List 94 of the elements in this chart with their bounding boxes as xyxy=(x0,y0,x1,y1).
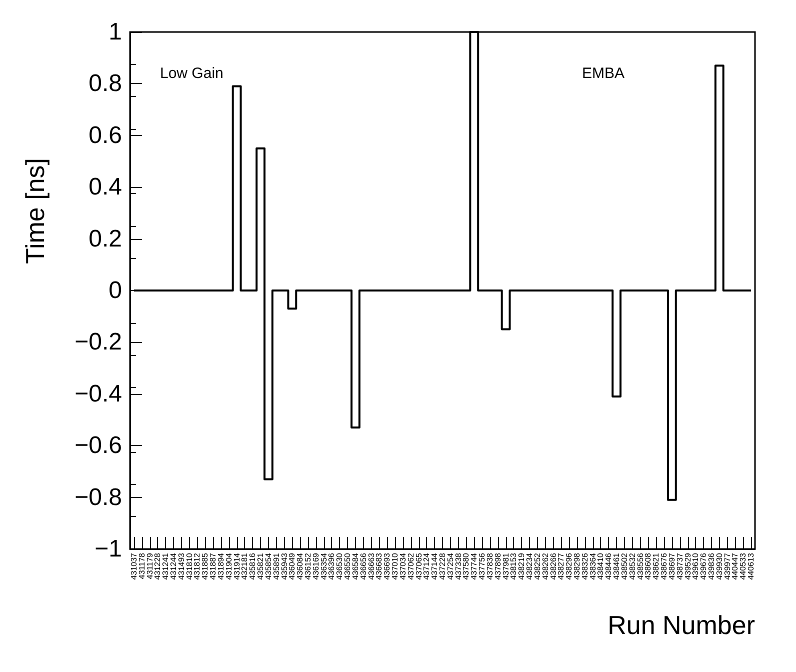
x-tick-label: 436656 xyxy=(358,552,368,580)
x-tick-label: 436049 xyxy=(288,552,297,580)
x-tick-label: 431178 xyxy=(137,552,146,580)
x-tick-label: 431241 xyxy=(161,552,170,580)
y-tick-label: 0 xyxy=(108,277,122,304)
annotation: EMBA xyxy=(582,65,625,82)
x-tick-label: 438153 xyxy=(509,552,518,580)
x-tick-label: 436396 xyxy=(327,552,336,580)
x-axis-title: Run Number xyxy=(608,610,756,640)
annotation: Low Gain xyxy=(160,65,224,82)
x-tick-label: 438234 xyxy=(525,552,534,580)
x-tick-label: 436584 xyxy=(350,552,360,580)
x-tick-label: 438326 xyxy=(580,552,590,580)
x-tick-label: 437338 xyxy=(454,552,463,580)
y-axis-title: Time [ns] xyxy=(20,158,50,264)
x-tick-label: 431812 xyxy=(192,552,202,580)
x-tick-label: 437981 xyxy=(501,552,510,580)
x-tick-label: 436169 xyxy=(311,552,320,580)
x-tick-label: 438296 xyxy=(564,552,574,580)
x-tick-label: 436663 xyxy=(366,552,376,580)
x-tick-label: 431037 xyxy=(129,552,138,580)
x-tick-label: 438621 xyxy=(652,552,661,580)
x-tick-label: 431894 xyxy=(216,552,226,580)
x-tick-label: 437034 xyxy=(398,552,408,580)
x-tick-label: 438364 xyxy=(588,552,598,580)
x-tick-label: 439836 xyxy=(706,552,716,580)
x-tick-label: 438461 xyxy=(612,552,622,580)
x-tick-label: 437756 xyxy=(478,552,487,580)
x-tick-label: 440533 xyxy=(738,552,748,580)
x-tick-label: 431810 xyxy=(184,552,194,580)
x-tick-label: 437065 xyxy=(414,552,424,580)
x-tick-label: 437744 xyxy=(470,552,479,580)
x-tick-label: 436683 xyxy=(374,552,384,580)
x-tick-label: 436550 xyxy=(343,552,352,580)
y-tick-label: 0.6 xyxy=(88,122,122,149)
x-tick-label: 435816 xyxy=(248,552,258,580)
x-tick-label: 436693 xyxy=(382,552,392,580)
x-tick-label: 437124 xyxy=(422,552,432,580)
y-tick-label: −1 xyxy=(94,536,122,562)
x-tick-label: 439610 xyxy=(691,552,700,580)
x-tick-label: 431885 xyxy=(200,552,210,580)
x-tick-label: 435943 xyxy=(280,552,289,580)
x-tick-label: 438446 xyxy=(604,552,614,580)
y-tick-label: −0.2 xyxy=(74,328,122,356)
x-tick-label: 431904 xyxy=(224,552,234,580)
x-tick-label: 437062 xyxy=(406,552,416,580)
x-tick-label: 436084 xyxy=(296,552,305,580)
x-tick-label: 440613 xyxy=(746,552,756,580)
x-tick-label: 431914 xyxy=(232,552,242,580)
x-tick-label: 438252 xyxy=(532,552,542,580)
x-tick-label: 438676 xyxy=(660,552,669,580)
x-tick-label: 437898 xyxy=(493,552,502,580)
x-tick-label: 438277 xyxy=(556,552,566,580)
x-tick-label: 431887 xyxy=(208,552,218,580)
x-tick-label: 438697 xyxy=(667,552,676,580)
x-tick-label: 439930 xyxy=(714,552,724,580)
x-tick-label: 435891 xyxy=(272,552,281,580)
x-tick-label: 432181 xyxy=(240,552,250,580)
y-tick-label: −0.4 xyxy=(74,380,122,408)
y-tick-label: 0.2 xyxy=(88,225,122,252)
x-tick-label: 436152 xyxy=(304,552,313,580)
x-tick-label: 438219 xyxy=(517,552,526,580)
x-tick-label: 439529 xyxy=(683,552,692,580)
x-tick-label: 438737 xyxy=(675,552,684,580)
x-tick-label: 438608 xyxy=(644,552,653,580)
y-tick-label: 0.8 xyxy=(88,70,122,98)
x-tick-label: 437144 xyxy=(430,552,440,580)
x-tick-label: 435821 xyxy=(256,552,266,580)
x-tick-label: 431244 xyxy=(169,552,178,580)
x-tick-label: 438298 xyxy=(572,552,582,580)
x-tick-label: 438262 xyxy=(540,552,550,580)
y-tick-label: −0.8 xyxy=(74,484,122,511)
y-tick-label: −0.6 xyxy=(74,432,122,460)
x-tick-label: 431228 xyxy=(153,552,162,580)
x-tick-label: 435854 xyxy=(264,552,273,580)
x-tick-label: 438556 xyxy=(636,552,645,580)
x-tick-label: 437580 xyxy=(462,552,471,580)
x-tick-label: 438266 xyxy=(548,552,558,580)
x-tick-label: 437254 xyxy=(446,552,455,580)
x-tick-label: 438410 xyxy=(596,552,606,580)
y-tick-label: 1 xyxy=(108,18,122,46)
x-tick-label: 431493 xyxy=(176,552,186,580)
x-tick-label: 439676 xyxy=(699,552,708,580)
x-tick-label: 436530 xyxy=(335,552,344,580)
x-tick-label: 437838 xyxy=(485,552,494,580)
x-tick-label: 438502 xyxy=(620,552,629,580)
x-tick-label: 440447 xyxy=(730,552,740,580)
x-tick-label: 439977 xyxy=(722,552,732,580)
x-tick-label: 438532 xyxy=(628,552,637,580)
x-tick-label: 431179 xyxy=(145,552,154,580)
x-tick-label: 436354 xyxy=(319,552,328,580)
x-tick-label: 437228 xyxy=(438,552,447,580)
x-tick-label: 437010 xyxy=(390,552,400,580)
y-tick-label: 0.4 xyxy=(88,174,122,201)
